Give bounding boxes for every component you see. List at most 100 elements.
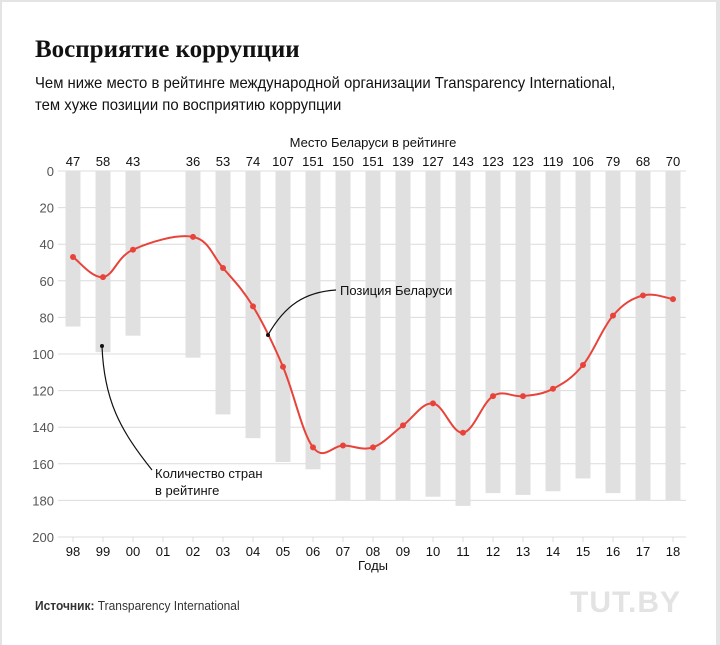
y-tick-label: 100 <box>32 347 54 362</box>
line-points <box>70 233 676 451</box>
point-07 <box>340 442 346 449</box>
x-tick-label: 01 <box>156 544 170 559</box>
bar-05 <box>275 171 291 462</box>
source-value: Transparency International <box>97 598 240 613</box>
point-05 <box>280 363 286 370</box>
top-rank-label: 79 <box>606 154 620 169</box>
source-label: Источник: <box>35 598 95 613</box>
bar-98 <box>65 171 81 327</box>
x-tick-label: 98 <box>66 544 80 559</box>
x-tick-label: 04 <box>246 544 260 559</box>
bar-06 <box>305 171 321 470</box>
x-tick-label: 08 <box>366 544 380 559</box>
point-99 <box>100 274 106 281</box>
top-rank-label: 43 <box>126 154 140 169</box>
bar-14 <box>545 171 561 492</box>
x-tick-label: 11 <box>456 544 470 559</box>
point-02 <box>190 233 196 240</box>
top-rank-label: 68 <box>636 154 650 169</box>
x-tick-label: 16 <box>606 544 620 559</box>
bar-10 <box>425 171 441 497</box>
bars-country-count <box>65 171 681 506</box>
y-tick-label: 140 <box>32 420 54 435</box>
point-13 <box>520 393 526 400</box>
y-tick-label: 80 <box>40 310 54 325</box>
chart-title: Восприятие коррупции <box>35 36 300 63</box>
x-axis-title: Годы <box>358 558 388 573</box>
point-12 <box>490 393 496 400</box>
y-tick-label: 60 <box>40 274 54 289</box>
annotation-position-label: Позиция Беларуси <box>340 283 452 298</box>
point-10 <box>430 400 436 407</box>
point-15 <box>580 361 586 368</box>
annotation-dot-countries <box>100 344 104 348</box>
point-18 <box>670 296 676 303</box>
x-tick-label: 15 <box>576 544 590 559</box>
annotation-countries-label-line2: в рейтинге <box>155 483 219 498</box>
top-rank-label: 106 <box>572 154 594 169</box>
bar-17 <box>635 171 651 501</box>
y-tick-label: 40 <box>40 237 54 252</box>
line-belarus-position <box>72 235 674 455</box>
tutby-logo: TUT.BY <box>570 586 681 619</box>
bar-02 <box>185 171 201 358</box>
annotation-countries-label-line1: Количество стран <box>155 466 263 481</box>
bar-12 <box>485 171 501 494</box>
bar-13 <box>515 171 531 495</box>
y-tick-label: 20 <box>40 201 54 216</box>
y-tick-label: 180 <box>32 493 54 508</box>
top-rank-label: 70 <box>666 154 680 169</box>
bar-09 <box>395 171 411 501</box>
top-rank-label: 47 <box>66 154 80 169</box>
top-rank-label: 107 <box>272 154 294 169</box>
top-rank-label: 139 <box>392 154 414 169</box>
y-axis-ticks: 0 20 40 60 80 100 120 140 160 180 200 <box>32 164 54 545</box>
top-rank-label: 119 <box>543 154 564 169</box>
x-tick-label: 13 <box>516 544 530 559</box>
top-rank-label: 36 <box>186 154 200 169</box>
point-06 <box>310 444 316 451</box>
bar-99 <box>95 171 111 353</box>
top-rank-labels: 47 58 43 36 53 74 107 151 150 151 139 127 143 123 123 1… <box>66 154 680 169</box>
point-08 <box>370 444 376 451</box>
top-rank-label: 58 <box>96 154 110 169</box>
bar-15 <box>575 171 591 479</box>
x-tick-label: 03 <box>216 544 230 559</box>
x-tick-label: 09 <box>396 544 410 559</box>
top-rank-label: 143 <box>452 154 474 169</box>
annotation-connector-position <box>267 289 337 336</box>
x-tick-label: 99 <box>96 544 110 559</box>
x-tick-label: 06 <box>306 544 320 559</box>
top-axis-title: Место Беларуси в рейтинге <box>290 135 457 150</box>
top-rank-label: 127 <box>422 154 444 169</box>
point-11 <box>460 429 466 436</box>
point-98 <box>70 254 76 261</box>
point-03 <box>220 264 226 271</box>
y-tick-label: 160 <box>32 457 54 472</box>
x-tick-label: 10 <box>426 544 440 559</box>
point-00 <box>130 246 136 253</box>
top-rank-label: 53 <box>216 154 230 169</box>
subtitle-line-1: Чем ниже место в рейтинге международной … <box>35 75 616 92</box>
annotation-dot-position <box>266 333 270 337</box>
top-rank-label: 151 <box>302 154 324 169</box>
x-tick-label: 00 <box>126 544 140 559</box>
point-16 <box>610 312 616 319</box>
x-tick-label: 05 <box>276 544 290 559</box>
bar-07 <box>335 171 351 501</box>
bar-08 <box>365 171 381 501</box>
x-tick-label: 02 <box>186 544 200 559</box>
bar-11 <box>455 171 471 506</box>
point-14 <box>550 385 556 392</box>
y-tick-label: 0 <box>47 164 54 179</box>
top-rank-label: 123 <box>482 154 504 169</box>
bar-16 <box>605 171 621 494</box>
x-tick-label: 18 <box>666 544 680 559</box>
x-tick-label: 12 <box>486 544 500 559</box>
bar-00 <box>125 171 141 336</box>
x-tick-label: 14 <box>546 544 560 559</box>
annotation-connector-countries <box>101 345 153 471</box>
top-rank-label: 74 <box>246 154 260 169</box>
y-tick-label: 120 <box>32 384 54 399</box>
